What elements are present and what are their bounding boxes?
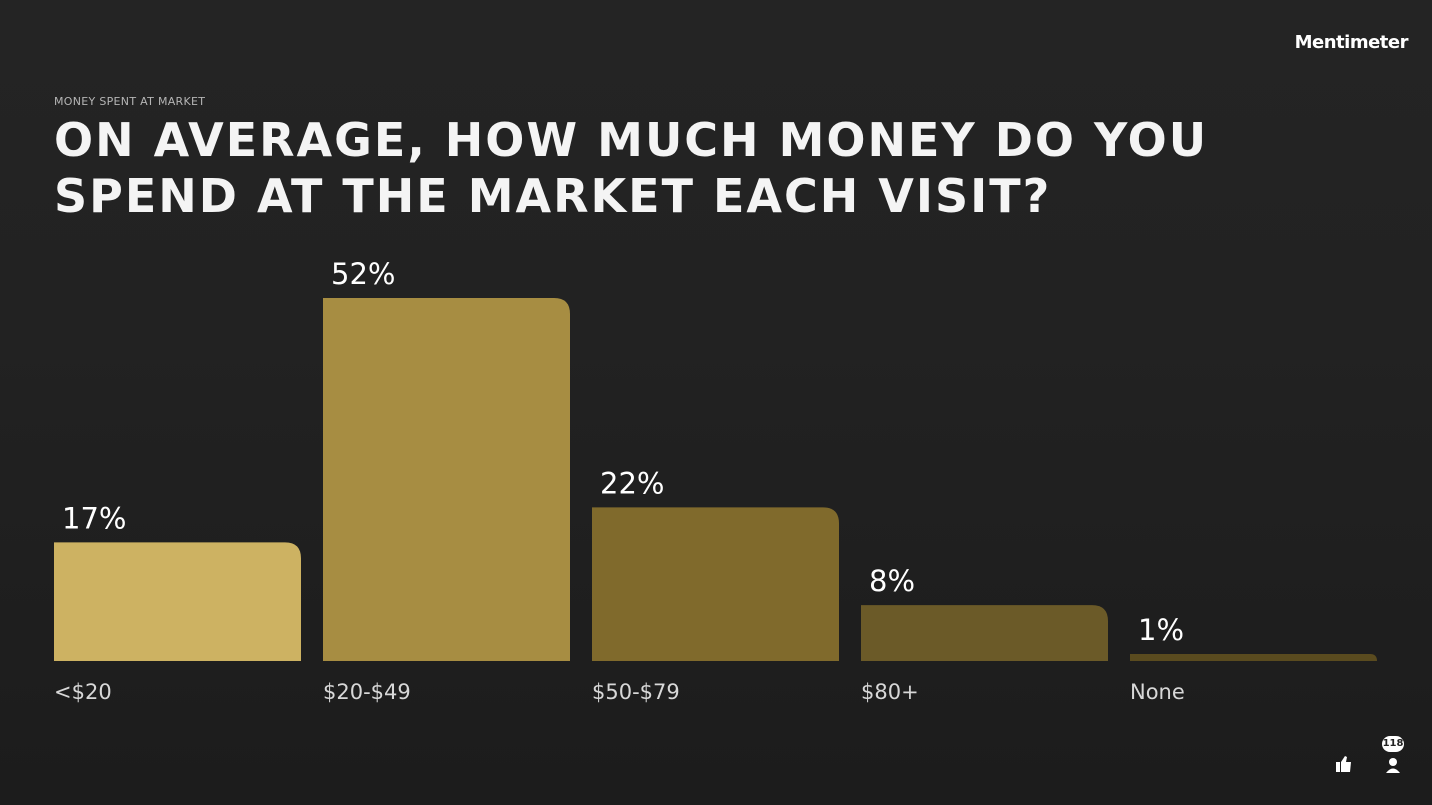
bar	[54, 542, 301, 661]
brand-logo: Mentimeter	[1294, 32, 1409, 53]
bar	[592, 507, 839, 661]
category-label: $80+	[861, 680, 919, 704]
category-label: $20-$49	[323, 680, 411, 704]
participants-icon	[1386, 758, 1400, 773]
value-label: 8%	[869, 564, 915, 598]
like-button[interactable]	[1336, 756, 1351, 772]
value-label: 17%	[62, 501, 126, 535]
value-label: 1%	[1138, 613, 1184, 647]
value-label: 52%	[331, 257, 395, 291]
category-label: <$20	[54, 680, 112, 704]
bar	[1130, 654, 1377, 661]
category-label: $50-$79	[592, 680, 680, 704]
title: ON AVERAGE, HOW MUCH MONEY DO YOU SPEND …	[54, 113, 1209, 223]
category-label: None	[1130, 680, 1185, 704]
participant-count: 118	[1382, 736, 1404, 752]
bar	[861, 605, 1108, 661]
value-label: 22%	[600, 466, 664, 500]
bar	[323, 298, 570, 661]
subtitle: MONEY SPENT AT MARKET	[54, 95, 206, 108]
